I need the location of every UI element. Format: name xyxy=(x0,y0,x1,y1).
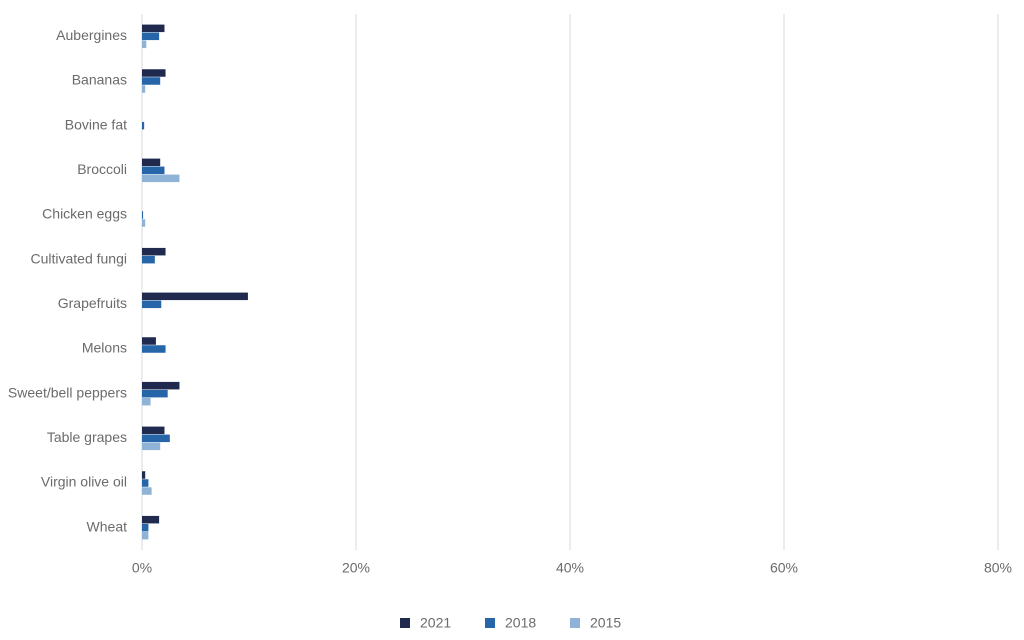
bar xyxy=(142,121,145,130)
x-tick-label: 80% xyxy=(984,560,1012,576)
bar xyxy=(142,174,180,183)
bar xyxy=(142,487,152,495)
legend-label: 2015 xyxy=(590,615,621,631)
y-tick-label: Broccoli xyxy=(77,161,127,177)
bar xyxy=(142,69,166,77)
y-tick-label: Virgin olive oil xyxy=(41,474,127,490)
y-tick-label: Sweet/bell peppers xyxy=(8,384,127,400)
y-tick-label: Melons xyxy=(82,340,127,356)
legend-swatch xyxy=(570,618,580,628)
bar xyxy=(142,337,156,345)
bar xyxy=(142,397,151,406)
y-tick-label: Table grapes xyxy=(47,429,127,445)
bar xyxy=(142,389,168,398)
bar xyxy=(142,292,248,301)
bar xyxy=(142,479,149,487)
bar xyxy=(142,300,162,309)
x-tick-label: 20% xyxy=(342,560,370,576)
bar xyxy=(142,24,165,33)
x-tick-label: 60% xyxy=(770,560,798,576)
legend-label: 2018 xyxy=(505,615,536,631)
bar xyxy=(142,381,180,390)
y-tick-label: Wheat xyxy=(87,518,128,534)
bar xyxy=(142,85,146,93)
y-tick-label: Grapefruits xyxy=(58,295,127,311)
bar xyxy=(142,77,161,85)
legend-label: 2021 xyxy=(420,615,451,631)
bar xyxy=(142,219,146,227)
bar xyxy=(142,211,144,219)
bar xyxy=(142,166,165,175)
bar xyxy=(142,32,160,41)
x-tick-label: 0% xyxy=(132,560,152,576)
bar xyxy=(142,434,170,443)
bar xyxy=(142,40,147,49)
legend-swatch xyxy=(485,618,495,628)
legend-swatch xyxy=(400,618,410,628)
bar xyxy=(142,531,149,540)
bar xyxy=(142,158,161,167)
y-tick-label: Bovine fat xyxy=(65,116,127,132)
bar xyxy=(142,515,160,524)
bar xyxy=(142,523,149,532)
y-tick-label: Cultivated fungi xyxy=(30,250,127,266)
y-tick-label: Chicken eggs xyxy=(42,206,127,222)
bar xyxy=(142,442,161,451)
bar xyxy=(142,471,146,479)
bar xyxy=(142,345,166,353)
y-tick-label: Aubergines xyxy=(56,27,127,43)
x-tick-label: 40% xyxy=(556,560,584,576)
bar xyxy=(142,426,165,435)
bar xyxy=(142,247,166,256)
y-tick-label: Bananas xyxy=(72,72,127,88)
bar xyxy=(142,255,155,264)
